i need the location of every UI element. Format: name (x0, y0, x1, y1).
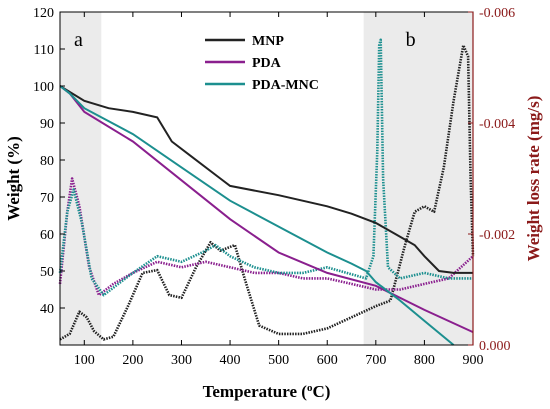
x-tick-label: 300 (171, 353, 192, 368)
x-tick-label: 100 (74, 353, 95, 368)
y-left-tick-label: 100 (33, 80, 54, 95)
y-axis-left-title: Weight (%) (4, 136, 23, 221)
y-axis-right: 0.000 -0.002 -0.004 -0.006 (468, 6, 515, 354)
shaded-region-a (60, 12, 102, 345)
y-left-tick-label: 50 (40, 265, 54, 280)
x-tick-label: 200 (122, 353, 143, 368)
y-right-tick-label: -0.004 (479, 117, 515, 132)
x-tick-label: 500 (268, 353, 289, 368)
x-tick-label: 600 (317, 353, 338, 368)
weight-curve-pda-mnc (59, 85, 455, 346)
y-left-tick-label: 120 (33, 6, 54, 21)
legend: MNP PDA PDA-MNC (205, 34, 319, 93)
y-left-tick-label: 60 (40, 228, 54, 243)
weight-curve-mnp (59, 85, 473, 274)
legend-label-mnp: MNP (252, 34, 284, 49)
legend-label-pda: PDA (252, 56, 282, 71)
y-right-tick-label: -0.006 (479, 6, 515, 21)
y-left-tick-label: 40 (40, 302, 54, 317)
y-left-tick-label: 110 (34, 43, 54, 58)
rate-curves-layer (58, 38, 475, 341)
x-axis-title: Temperature (oC) (203, 382, 331, 401)
x-tick-label: 800 (414, 353, 435, 368)
x-axis: 100 200 300 400 500 600 700 800 900 (74, 12, 484, 368)
x-tick-label: 400 (220, 353, 241, 368)
y-left-tick-label: 90 (40, 117, 54, 132)
y-right-tick-label: -0.002 (479, 228, 515, 243)
y-axis-left: 40 50 60 70 80 90 100 110 120 (33, 6, 65, 317)
region-label-a: a (74, 29, 83, 51)
y-axis-right-title: Weight loss rate (mg/s) (524, 96, 543, 262)
x-tick-label: 700 (365, 353, 386, 368)
y-left-tick-label: 80 (40, 154, 54, 169)
y-right-tick-label: 0.000 (479, 339, 511, 354)
rate-curve-pda-mnc (58, 38, 473, 297)
legend-label-pda-mnc: PDA-MNC (252, 78, 319, 93)
weight-curves-layer (59, 85, 474, 346)
region-label-b: b (406, 29, 416, 51)
x-tick-label: 900 (463, 353, 484, 368)
rate-curve-mnp (59, 44, 475, 341)
y-left-tick-label: 70 (40, 191, 54, 206)
